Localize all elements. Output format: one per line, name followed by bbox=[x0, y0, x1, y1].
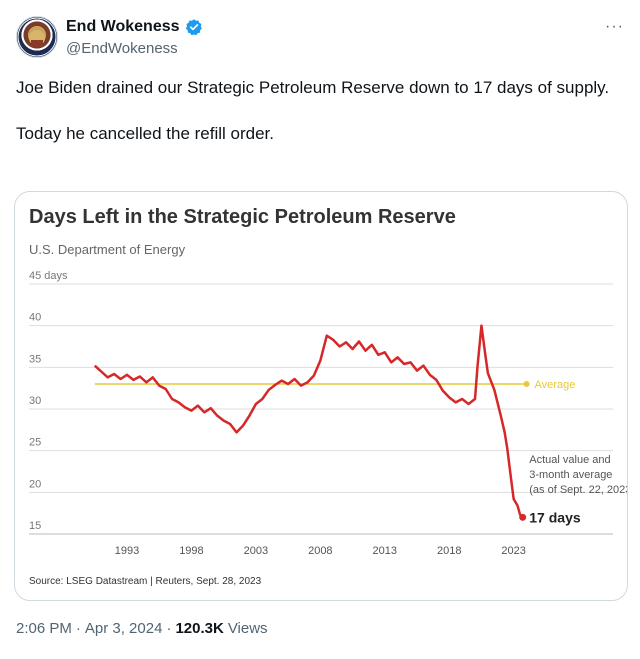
chart-plot: 15 20 25 30 35 40 45 days 1993 1998 2003 2008 2013 2… bbox=[29, 270, 627, 557]
chart-source: Source: LSEG Datastream | Reuters, Sept.… bbox=[29, 576, 262, 587]
views-label: Views bbox=[227, 620, 268, 637]
x-tick-label: 1993 bbox=[115, 545, 139, 557]
x-tick-label: 2008 bbox=[308, 545, 332, 557]
verified-badge-icon bbox=[185, 19, 202, 36]
chart-subtitle: U.S. Department of Energy bbox=[29, 242, 186, 257]
data-point-latest bbox=[519, 513, 527, 521]
tweet-time[interactable]: 2:06 PM bbox=[16, 620, 72, 637]
average-label: Average bbox=[535, 379, 576, 391]
tweet-header: End Wokeness @EndWokeness ··· bbox=[16, 14, 624, 66]
annotation-value: 17 days bbox=[529, 509, 581, 525]
annotation-text: 3-month average bbox=[529, 469, 612, 481]
y-tick-label: 20 bbox=[29, 478, 41, 490]
more-options-icon[interactable]: ··· bbox=[605, 18, 624, 35]
x-tick-label: 2013 bbox=[373, 545, 397, 557]
footer-separator: · bbox=[75, 620, 81, 637]
x-tick-label: 2003 bbox=[244, 545, 268, 557]
annotation-text: (as of Sept. 22, 2023) bbox=[529, 484, 627, 496]
avatar[interactable] bbox=[16, 16, 58, 58]
y-tick-label: 25 bbox=[29, 437, 41, 449]
x-tick-label: 1998 bbox=[179, 545, 203, 557]
chart-card[interactable]: Days Left in the Strategic Petroleum Res… bbox=[14, 191, 628, 601]
y-tick-label: 30 bbox=[29, 395, 41, 407]
y-tick-label: 15 bbox=[29, 520, 41, 532]
y-tick-label: 35 bbox=[29, 353, 41, 365]
views-count[interactable]: 120.3K bbox=[175, 620, 224, 637]
x-tick-label: 2023 bbox=[501, 545, 525, 557]
y-tick-label: 45 days bbox=[29, 270, 68, 282]
series-line bbox=[93, 324, 524, 519]
name-row: End Wokeness bbox=[66, 18, 203, 36]
tweet-date[interactable]: Apr 3, 2024 bbox=[84, 620, 163, 637]
handle[interactable]: @EndWokeness bbox=[66, 40, 178, 57]
footer-separator: · bbox=[166, 620, 172, 637]
display-name[interactable]: End Wokeness bbox=[66, 18, 180, 35]
y-tick-label: 40 bbox=[29, 312, 41, 324]
tweet-footer: 2:06 PM · Apr 3, 2024 · 120.3K Views bbox=[16, 620, 268, 637]
x-tick-label: 2018 bbox=[437, 545, 461, 557]
chart-title: Days Left in the Strategic Petroleum Res… bbox=[29, 206, 456, 228]
avatar-patch-icon bbox=[17, 17, 57, 57]
tweet-text: Joe Biden drained our Strategic Petroleu… bbox=[16, 78, 610, 143]
average-marker bbox=[523, 381, 530, 387]
annotation-text: Actual value and bbox=[529, 454, 610, 466]
